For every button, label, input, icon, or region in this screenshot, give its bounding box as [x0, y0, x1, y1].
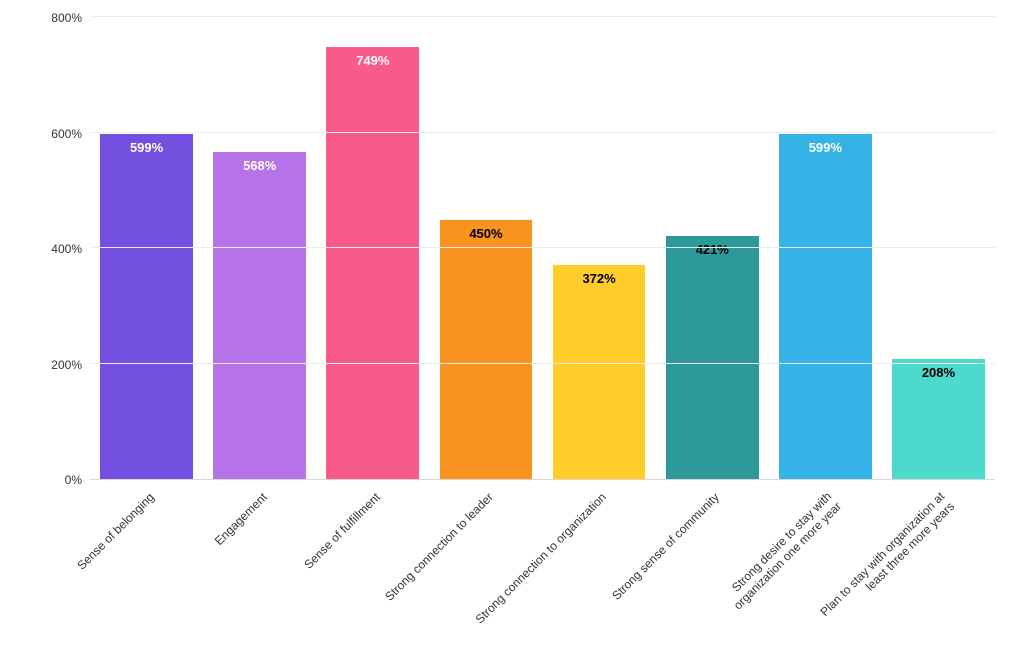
bars-container: 599% 568% 749% 450% 372% 421% 599% 208%: [90, 18, 995, 479]
grid-line: [90, 16, 995, 17]
bar-value-label: 208%: [922, 365, 955, 380]
y-axis: 0%200%400%600%800%: [0, 0, 90, 480]
x-axis-label: Engagement: [212, 490, 270, 548]
bar-slot: 208%: [882, 18, 995, 479]
bar-value-label: 421%: [696, 242, 729, 257]
bar-chart: 0% 200% 400% 600% 800% 599% 568% 749% 450% 372% 4…: [0, 0, 1020, 650]
grid-line: [90, 247, 995, 248]
bar[interactable]: 568%: [213, 152, 306, 479]
bar[interactable]: 749%: [326, 47, 419, 479]
grid-line: [90, 363, 995, 364]
y-tick-label: 200%: [51, 358, 82, 372]
bar-value-label: 568%: [243, 158, 276, 173]
y-tick-label: 0%: [65, 473, 82, 487]
bar[interactable]: 421%: [666, 236, 759, 479]
bar[interactable]: 372%: [553, 265, 646, 479]
bar[interactable]: 450%: [440, 220, 533, 479]
bar-value-label: 372%: [582, 271, 615, 286]
x-label-slot: Plan to stay with organization atleast t…: [882, 482, 995, 642]
x-axis-labels: Sense of belongingEngagementSense of ful…: [90, 482, 995, 642]
bar[interactable]: 599%: [100, 134, 193, 479]
bar-value-label: 599%: [809, 140, 842, 155]
bar-slot: 599%: [769, 18, 882, 479]
bar[interactable]: 599%: [779, 134, 872, 479]
plot-area: 599% 568% 749% 450% 372% 421% 599% 208%: [90, 18, 995, 480]
x-axis-label: Sense of belonging: [74, 490, 157, 573]
grid-line: [90, 132, 995, 133]
bar-slot: 421%: [656, 18, 769, 479]
bar[interactable]: 208%: [892, 359, 985, 479]
y-tick-label: 600%: [51, 127, 82, 141]
bar-value-label: 450%: [469, 226, 502, 241]
bar-slot: 568%: [203, 18, 316, 479]
y-tick-label: 800%: [51, 11, 82, 25]
y-tick-label: 400%: [51, 242, 82, 256]
x-label-slot: Sense of belonging: [90, 482, 203, 642]
bar-slot: 372%: [543, 18, 656, 479]
bar-slot: 599%: [90, 18, 203, 479]
bar-value-label: 749%: [356, 53, 389, 68]
bar-slot: 450%: [429, 18, 542, 479]
bar-value-label: 599%: [130, 140, 163, 155]
x-label-slot: Engagement: [203, 482, 316, 642]
bar-slot: 749%: [316, 18, 429, 479]
